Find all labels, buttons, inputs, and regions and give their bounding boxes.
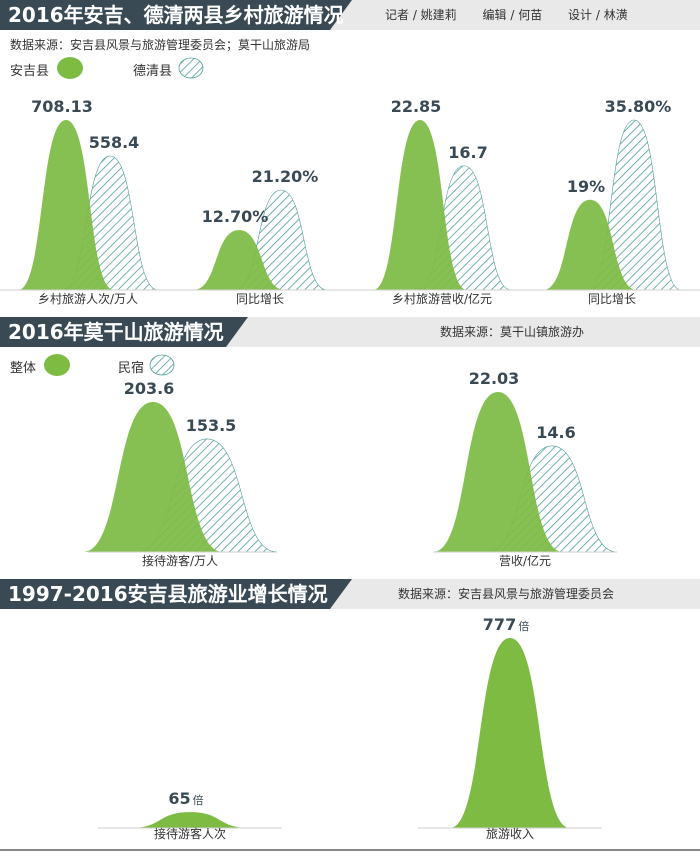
section3-banner: 1997-2016安吉县旅游业增长情况 数据来源：安吉县风景与旅游管理委员会 <box>0 579 700 609</box>
legend-a-swatch <box>57 57 83 79</box>
value-unit-6: 倍 <box>193 793 204 807</box>
section3-title: 1997-2016安吉县旅游业增长情况 <box>8 582 328 606</box>
green-area-5-a <box>433 392 563 552</box>
category-label-5: 营收/亿元 <box>499 553 551 568</box>
green-area-1-a <box>193 230 285 290</box>
credit-designer: 设计 / 林潢 <box>568 8 628 22</box>
legend-b-swatch <box>178 57 204 79</box>
green-area-4-a <box>83 402 223 552</box>
value-unit-7: 倍 <box>518 619 529 633</box>
green-area-6-a <box>130 812 250 828</box>
value-label-1-a: 12.70% <box>202 207 269 226</box>
green-area-7-a <box>450 638 570 828</box>
category-label-1: 同比增长 <box>236 292 284 306</box>
value-label-3-a: 19% <box>567 177 605 196</box>
section2-banner-bg <box>0 317 700 347</box>
category-label-0: 乡村旅游人次/万人 <box>38 292 138 306</box>
value-label-5-a: 22.03 <box>469 369 520 388</box>
category-label-2: 乡村旅游营收/亿元 <box>392 291 492 306</box>
section3-banner-bg <box>0 579 700 609</box>
value-label-4-b: 153.5 <box>186 416 237 435</box>
value-label-2-a: 22.85 <box>391 97 442 116</box>
section2-banner: 2016年莫干山旅游情况 数据来源：莫干山镇旅游办 <box>0 317 700 347</box>
bottom-rule <box>0 849 700 851</box>
value-label-4-a: 203.6 <box>124 379 175 398</box>
section1-credits: 记者 / 姚建莉 编辑 / 何苗 设计 / 林潢 <box>385 0 650 30</box>
category-label-7: 旅游收入 <box>486 827 534 841</box>
category-label-4: 接待游客/万人 <box>142 553 218 568</box>
value-label-7-a: 777 倍 <box>483 615 529 634</box>
green-area-2-a <box>373 120 467 290</box>
section3-source: 数据来源：安吉县风景与旅游管理委员会 <box>398 587 615 601</box>
section1-title: 2016年安吉、德清两县乡村旅游情况 <box>8 3 344 27</box>
category-label-6: 接待游客人次 <box>154 826 226 841</box>
value-label-0-b: 558.4 <box>89 133 140 152</box>
legend-a-label: 安吉县 <box>10 64 50 79</box>
value-label-1-b: 21.20% <box>252 167 319 186</box>
green-area-3-a <box>543 199 637 290</box>
value-label-3-b: 35.80% <box>605 97 672 116</box>
legend-b-label: 德清县 <box>133 64 173 79</box>
section1-banner-bg <box>0 0 700 30</box>
section1-source: 数据来源：安吉县风景与旅游管理委员会；莫干山旅游局 <box>10 38 311 52</box>
credit-editor: 编辑 / 何苗 <box>482 8 543 22</box>
value-label-0-a: 708.13 <box>31 97 93 116</box>
section2-source: 数据来源：莫干山镇旅游办 <box>440 325 585 339</box>
category-label-3: 同比增长 <box>588 292 636 306</box>
value-label-6-a: 65 倍 <box>168 789 203 808</box>
green-area-0-a <box>18 120 114 290</box>
legend2-a-swatch <box>44 354 70 376</box>
legend2-a-label: 整体 <box>10 361 37 376</box>
section1-banner: 2016年安吉、德清两县乡村旅游情况 记者 / 姚建莉 编辑 / 何苗 设计 /… <box>0 0 700 30</box>
credit-reporter: 记者 / 姚建莉 <box>385 8 457 22</box>
legend2-b-label: 民宿 <box>118 361 145 376</box>
value-label-5-b: 14.6 <box>536 423 575 442</box>
value-label-2-b: 16.7 <box>448 143 487 162</box>
legend2-b-swatch <box>149 354 175 376</box>
section2-title: 2016年莫干山旅游情况 <box>8 320 224 344</box>
